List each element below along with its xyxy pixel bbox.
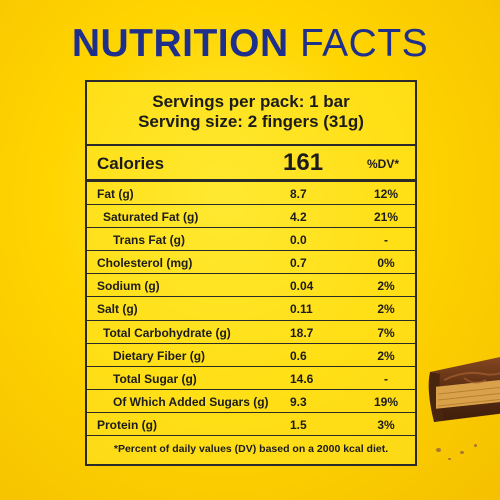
- nutrient-amount: 0.0: [290, 233, 307, 248]
- chocolate-bar-image: [428, 357, 500, 422]
- nutrient-dv: 3%: [377, 417, 395, 432]
- nutrient-amount: 1.5: [290, 417, 307, 432]
- nutrient-dv: 19%: [373, 394, 399, 409]
- calories-label: Calories: [97, 154, 165, 173]
- nutrient-dv: 0%: [377, 256, 395, 271]
- nutrient-label: Fat (g): [97, 187, 134, 201]
- nutrient-label: Sodium (g): [97, 279, 160, 294]
- nutrient-row: Saturated Fat (g) 4.2 21%: [87, 205, 415, 229]
- footnote: *Percent of daily values (DV) based on a…: [113, 443, 389, 455]
- nutrient-row: Total Sugar (g) 14.6 -: [87, 367, 415, 390]
- nutrient-amount: 0.7: [290, 256, 307, 271]
- nutrient-amount: 18.7: [290, 325, 314, 340]
- nutrient-row: Salt (g) 0.11 2%: [87, 297, 415, 321]
- nutrient-row: Total Carbohydrate (g) 18.7 7%: [87, 321, 415, 344]
- dv-header: %DV*: [366, 157, 399, 171]
- nutrient-dv: 21%: [373, 210, 399, 225]
- calories-row: Calories 161 %DV*: [87, 144, 415, 182]
- nutrient-label: Protein (g): [97, 417, 157, 432]
- nutrient-row: Cholesterol (mg) 0.7 0%: [87, 251, 415, 275]
- nutrient-amount: 8.7: [290, 187, 307, 201]
- nutrient-label: Total Sugar (g): [113, 371, 197, 386]
- nutrient-amount: 9.3: [290, 394, 307, 409]
- nutrient-row: Sodium (g) 0.04 2%: [87, 274, 415, 298]
- page-title: NUTRITION FACTS: [0, 22, 500, 66]
- nutrient-amount: 0.11: [290, 302, 313, 317]
- nutrient-row: Protein (g) 1.5 3%: [87, 413, 415, 437]
- nutrient-dv: 2%: [377, 302, 395, 317]
- nutrition-panel: Servings per pack: 1 bar Serving size: 2…: [85, 80, 417, 466]
- nutrient-dv: 12%: [373, 187, 399, 201]
- nutrient-row: Of Which Added Sugars (g) 9.3 19%: [87, 390, 415, 413]
- nutrient-row: Dietary Fiber (g) 0.6 2%: [87, 344, 415, 367]
- calories-value: 161: [283, 149, 324, 176]
- serving-size: Serving size: 2 fingers (31g): [138, 112, 364, 131]
- nutrient-amount: 14.6: [290, 371, 314, 386]
- nutrient-dv: 2%: [377, 348, 395, 363]
- nutrient-row: Trans Fat (g) 0.0 -: [87, 228, 415, 252]
- nutrient-label: Cholesterol (mg): [97, 256, 193, 271]
- nutrient-row: Fat (g) 8.7 12%: [87, 182, 415, 206]
- nutrient-label: Of Which Added Sugars (g): [113, 394, 269, 409]
- nutrient-amount: 0.6: [290, 348, 307, 363]
- servings-block: Servings per pack: 1 bar Serving size: 2…: [87, 82, 415, 144]
- title-word-facts: FACTS: [299, 22, 429, 65]
- nutrient-amount: 4.2: [290, 210, 307, 225]
- nutrient-dv: 7%: [377, 325, 395, 340]
- nutrient-dv: 2%: [377, 279, 395, 294]
- nutrient-table: Fat (g) 8.7 12% Saturated Fat (g) 4.2 21% Tran…: [87, 182, 415, 437]
- nutrient-label: Dietary Fiber (g): [113, 348, 206, 363]
- nutrient-label: Salt (g): [97, 302, 138, 317]
- title-word-nutrition: NUTRITION: [71, 22, 289, 65]
- nutrient-dv: -: [384, 371, 388, 386]
- nutrient-label: Total Carbohydrate (g): [103, 325, 231, 340]
- nutrient-label: Trans Fat (g): [113, 233, 186, 248]
- nutrient-dv: -: [384, 233, 388, 248]
- servings-per-pack: Servings per pack: 1 bar: [152, 92, 350, 111]
- nutrient-amount: 0.04: [290, 279, 314, 294]
- nutrient-label: Saturated Fat (g): [103, 210, 199, 225]
